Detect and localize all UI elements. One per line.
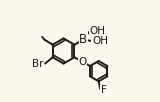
Text: OH: OH xyxy=(89,26,105,36)
Text: OH: OH xyxy=(92,35,108,45)
Text: Br: Br xyxy=(32,59,44,69)
Text: B: B xyxy=(79,33,88,46)
Text: F: F xyxy=(101,85,107,95)
Text: O: O xyxy=(78,57,86,67)
